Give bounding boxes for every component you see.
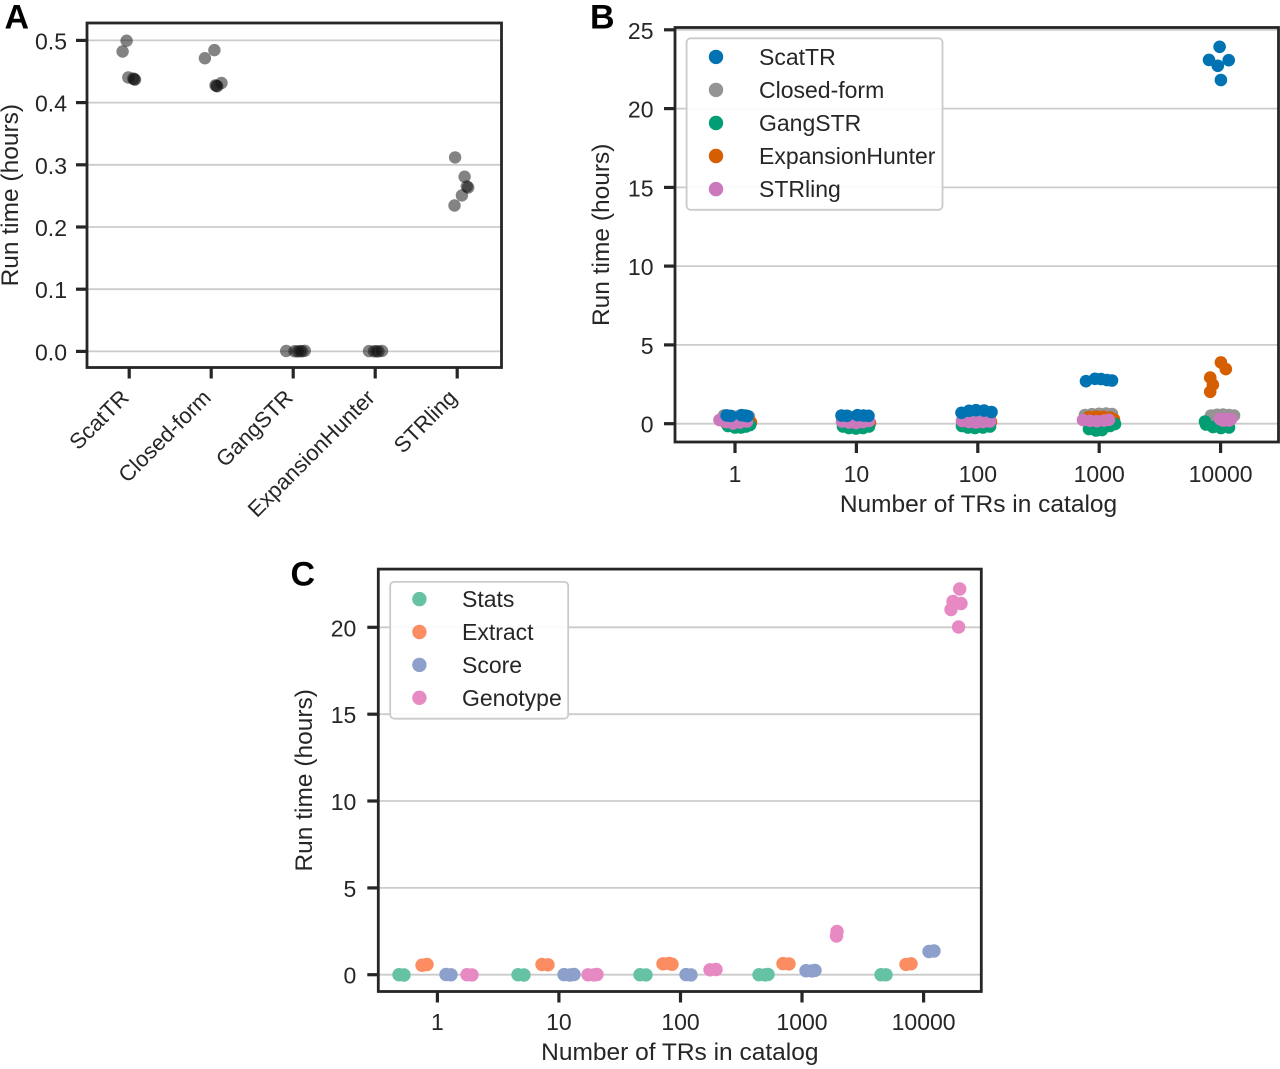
svg-text:10: 10 [546, 1009, 572, 1035]
svg-text:Number of TRs in catalog: Number of TRs in catalog [840, 491, 1117, 518]
svg-text:1000: 1000 [776, 1009, 827, 1035]
svg-text:5: 5 [641, 333, 654, 359]
svg-text:15: 15 [628, 175, 654, 201]
svg-text:0: 0 [641, 412, 654, 438]
svg-text:ScatTR: ScatTR [759, 44, 836, 70]
svg-text:10: 10 [628, 254, 654, 280]
svg-text:0.4: 0.4 [35, 91, 67, 117]
svg-text:1000: 1000 [1074, 461, 1125, 487]
svg-text:A: A [5, 0, 30, 36]
svg-text:STRling: STRling [759, 176, 841, 202]
svg-text:10000: 10000 [1189, 461, 1253, 487]
svg-text:20: 20 [628, 97, 654, 123]
svg-text:15: 15 [331, 702, 357, 728]
svg-text:10: 10 [331, 789, 357, 815]
svg-text:1: 1 [431, 1009, 444, 1035]
svg-text:Score: Score [462, 652, 522, 678]
svg-text:C: C [291, 556, 316, 594]
svg-text:0.0: 0.0 [35, 339, 67, 365]
svg-text:ExpansionHunter: ExpansionHunter [759, 143, 936, 169]
svg-text:Extract: Extract [462, 619, 534, 645]
svg-text:0.2: 0.2 [35, 215, 67, 241]
svg-text:100: 100 [661, 1009, 699, 1035]
svg-text:25: 25 [628, 18, 654, 44]
svg-text:GangSTR: GangSTR [759, 110, 861, 136]
svg-text:1: 1 [729, 461, 742, 487]
svg-text:Run time (hours): Run time (hours) [588, 144, 615, 326]
svg-text:Genotype: Genotype [462, 685, 562, 711]
svg-text:0.3: 0.3 [35, 153, 67, 179]
svg-text:Stats: Stats [462, 586, 514, 612]
svg-text:0: 0 [344, 963, 357, 989]
svg-text:5: 5 [344, 876, 357, 902]
svg-text:0.1: 0.1 [35, 277, 67, 303]
svg-text:Run time (hours): Run time (hours) [291, 689, 318, 871]
svg-text:Closed-form: Closed-form [759, 77, 884, 103]
svg-text:20: 20 [331, 615, 357, 641]
svg-text:10: 10 [844, 461, 870, 487]
svg-text:0.5: 0.5 [35, 28, 67, 54]
svg-text:10000: 10000 [892, 1009, 956, 1035]
svg-text:Number of TRs in catalog: Number of TRs in catalog [541, 1039, 818, 1066]
svg-text:Run time (hours): Run time (hours) [0, 104, 24, 286]
svg-text:B: B [590, 0, 615, 36]
svg-text:100: 100 [959, 461, 997, 487]
